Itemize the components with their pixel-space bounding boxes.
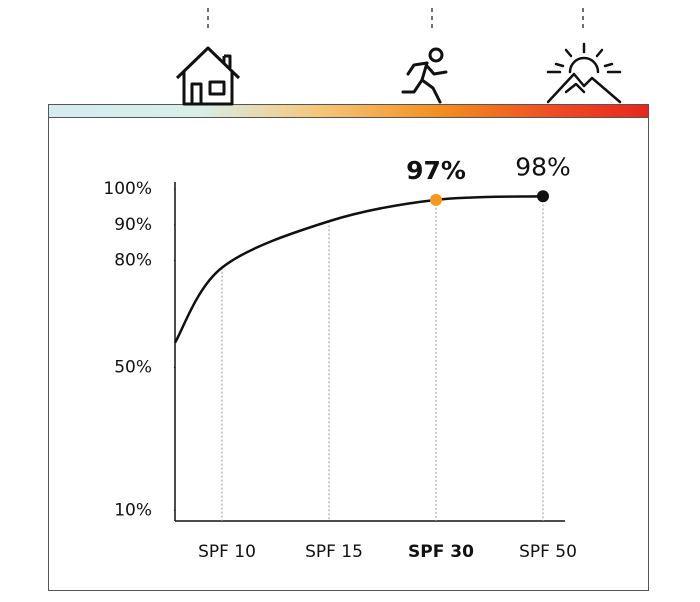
- sun-mountain-icon: [546, 42, 622, 104]
- x-tick-label: SPF 10: [198, 542, 256, 562]
- y-tick-label: 100%: [103, 179, 152, 199]
- point: [537, 190, 549, 203]
- y-tick-label: 50%: [114, 358, 152, 378]
- frame: [48, 104, 649, 591]
- curve: [173, 195, 544, 344]
- runner-icon: [401, 47, 448, 104]
- point: [430, 193, 442, 206]
- x-tick-label: SPF 30: [408, 542, 474, 562]
- x-tick-label: SPF 50: [519, 542, 577, 562]
- y-tick-label: 80%: [114, 251, 152, 271]
- y-tick-label: 90%: [114, 215, 152, 235]
- house-icon: [175, 46, 241, 106]
- value-label: 97%: [406, 156, 466, 185]
- x-tick-label: SPF 15: [305, 542, 363, 562]
- y-tick-label: 10%: [114, 500, 152, 520]
- heat-bar: [49, 105, 648, 117]
- value-label: 98%: [515, 152, 571, 181]
- icon-guides: [207, 8, 584, 32]
